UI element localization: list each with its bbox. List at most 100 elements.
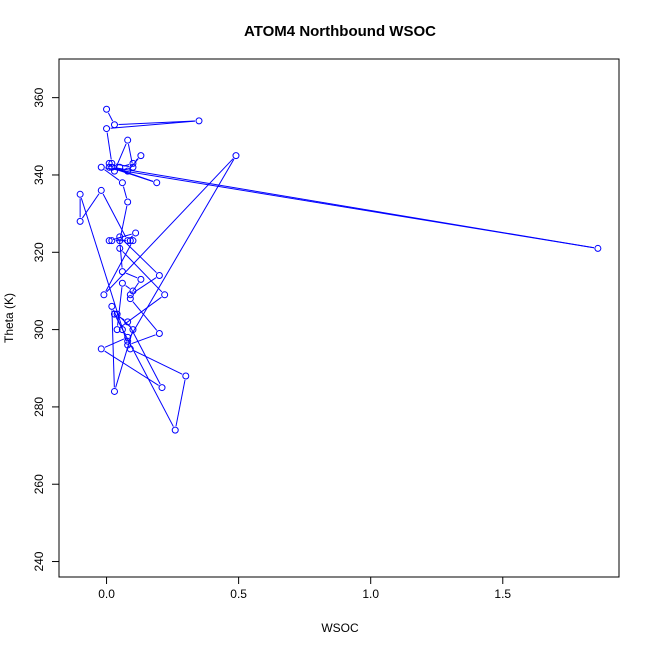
data-point [110, 310, 118, 318]
data-point [161, 291, 169, 299]
data-point [132, 229, 140, 237]
series-segment [133, 277, 157, 294]
series-segment [118, 120, 196, 126]
data-point [118, 268, 126, 276]
series-segment [106, 132, 112, 160]
data-point [195, 117, 203, 125]
series-segment [132, 282, 140, 292]
data-point [105, 237, 113, 245]
series-segment [104, 169, 120, 181]
data-point [110, 387, 118, 395]
data-point [171, 426, 179, 434]
data-point [100, 291, 108, 299]
series-segment [125, 285, 131, 289]
series-segment [127, 144, 133, 164]
series-segment [122, 186, 128, 199]
x-tick-label: 1.5 [494, 587, 511, 601]
x-tick-label: 0.5 [230, 587, 247, 601]
data-point [124, 337, 132, 345]
x-axis: 0.0 0.5 1.0 1.5 [98, 576, 511, 601]
data-point [126, 237, 134, 245]
chart-title: ATOM4 Northbound WSOC [244, 23, 436, 40]
series-segment [117, 287, 123, 326]
series-segment [123, 164, 130, 167]
x-tick-label: 1.0 [362, 587, 379, 601]
data-point [116, 244, 124, 252]
data-point [126, 295, 134, 303]
series-segment [111, 310, 115, 388]
series-segment [80, 197, 127, 342]
data-point [110, 121, 118, 129]
data-point [118, 179, 126, 187]
data-point [137, 152, 145, 160]
data-point [118, 326, 126, 334]
y-tick-label: 260 [32, 474, 46, 494]
y-axis-label: Theta (K) [2, 293, 16, 343]
data-point [116, 233, 124, 241]
series-segment [120, 296, 162, 328]
data-point [129, 163, 137, 171]
data-point [124, 167, 132, 175]
data-point [97, 186, 105, 194]
series-segment [119, 244, 123, 268]
series-segment [133, 350, 183, 375]
data-point [129, 237, 137, 245]
data-point [129, 159, 137, 167]
series-segment [81, 193, 100, 219]
y-tick-label: 280 [32, 397, 46, 417]
series-segment [107, 112, 114, 122]
data-point [108, 237, 116, 245]
y-tick-label: 300 [32, 319, 46, 339]
plot-frame [58, 58, 620, 578]
series-segment [120, 205, 128, 237]
series-segment [175, 379, 186, 427]
y-tick-label: 360 [32, 87, 46, 107]
series-segment [122, 250, 163, 293]
data-point [108, 163, 116, 171]
x-axis-label: WSOC [321, 621, 359, 635]
data-point [113, 310, 121, 318]
data-point [124, 237, 132, 245]
data-point [594, 244, 602, 252]
data-point [155, 329, 163, 337]
data-point [97, 345, 105, 353]
data-point [76, 190, 84, 198]
series-segment [129, 325, 161, 385]
series-segment [124, 332, 126, 335]
data-point [97, 163, 105, 171]
series-segment [104, 338, 125, 348]
data-point [105, 163, 113, 171]
y-tick-label: 340 [32, 165, 46, 185]
data-point [108, 302, 116, 310]
data-point [116, 163, 124, 171]
data-point [126, 345, 134, 353]
series-segment [102, 193, 127, 238]
series-layer [76, 105, 602, 434]
data-point [155, 271, 163, 279]
series-segment [131, 334, 156, 345]
data-point [124, 198, 132, 206]
data-point [124, 136, 132, 144]
data-point [103, 105, 111, 113]
data-point [232, 152, 240, 160]
series-segment [115, 143, 127, 168]
data-point [129, 287, 137, 295]
series-segment [125, 272, 138, 279]
data-point [113, 326, 121, 334]
data-point [103, 125, 111, 133]
data-point [124, 333, 132, 341]
series-segment [129, 158, 235, 338]
series-segment [105, 243, 132, 292]
data-point [116, 237, 124, 245]
data-point [124, 318, 132, 326]
series-segment [132, 301, 158, 331]
series-segment [110, 120, 196, 129]
data-point [182, 372, 190, 380]
data-point [118, 279, 126, 287]
series-segment [104, 350, 159, 386]
series-segment [122, 239, 157, 274]
x-tick-label: 0.0 [98, 587, 115, 601]
series-segment [115, 317, 174, 427]
data-point [137, 275, 145, 283]
